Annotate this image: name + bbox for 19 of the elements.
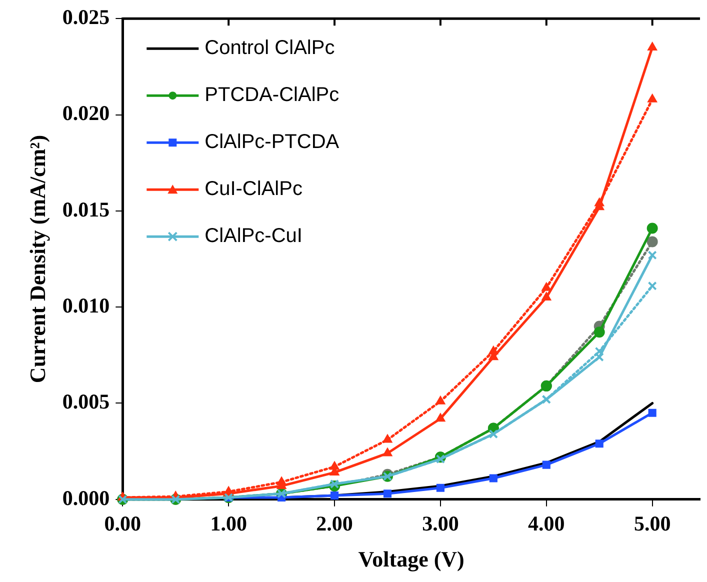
y-tick-label: 0.025 [62,5,110,30]
x-axis-title: Voltage (V) [358,546,464,572]
y-tick-label: 0.015 [62,197,110,222]
x-tick-label: 0.00 [104,511,142,536]
y-tick-label: 0.005 [62,390,110,414]
x-tick-label: 4.00 [528,511,565,536]
legend-label: ClAlPc-PTCDA [204,131,340,154]
y-tick-label: 0.020 [62,101,110,126]
y-tick-label: 0.010 [62,294,110,318]
legend-label: PTCDA-ClAlPc [204,84,340,106]
y-axis-title: Current Density (mA/cm²) [24,134,50,384]
legend-label: CuI-ClAlPc [204,178,302,200]
legend-label: ClAlPc-CuI [204,225,302,248]
legend-label: Control ClAlPc [204,37,335,60]
x-tick-label: 2.00 [316,511,353,536]
y-tick-label: 0.000 [62,486,110,510]
x-tick-label: 5.00 [634,511,671,536]
x-tick-label: 1.00 [210,511,247,536]
x-tick-label: 3.00 [422,511,459,536]
